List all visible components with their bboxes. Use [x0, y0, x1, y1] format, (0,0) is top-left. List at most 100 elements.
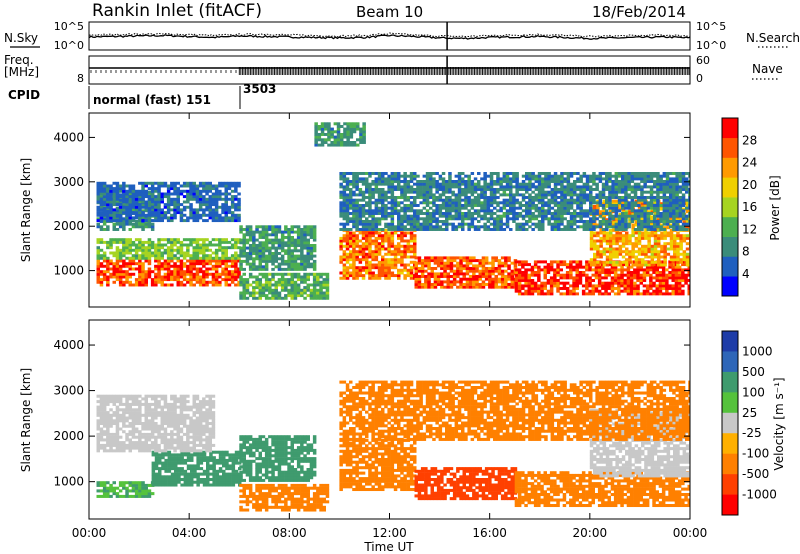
- power-cell: [530, 289, 535, 293]
- power-cell: [166, 184, 171, 188]
- power-cell: [612, 236, 616, 240]
- power-cell: [454, 228, 459, 231]
- power-cell: [448, 206, 452, 210]
- power-cell: [497, 285, 502, 289]
- power-cell: [674, 273, 679, 277]
- power-cell: [230, 213, 235, 217]
- power-cell: [377, 263, 382, 267]
- power-cell: [157, 278, 161, 282]
- power-cell: [118, 259, 123, 263]
- power-cell: [99, 225, 104, 229]
- power-cell: [141, 228, 145, 231]
- power-cell: [349, 234, 353, 238]
- power-cell: [125, 213, 129, 217]
- power-cell: [268, 241, 272, 245]
- power-cell: [510, 269, 514, 273]
- power-cell: [230, 189, 235, 193]
- power-cell: [173, 256, 177, 260]
- power-cell: [612, 260, 616, 264]
- power-cell: [118, 187, 123, 191]
- power-cell: [457, 204, 462, 207]
- power-cell: [387, 206, 391, 210]
- power-cell: [102, 222, 107, 226]
- power-cell: [493, 220, 497, 223]
- power-cell: [653, 252, 658, 256]
- power-cell: [208, 216, 212, 220]
- power-cell: [122, 222, 126, 226]
- power-cell: [170, 270, 174, 274]
- power-cell: [195, 270, 200, 274]
- power-cell: [106, 187, 110, 191]
- power-cell: [533, 287, 538, 290]
- power-cell: [665, 268, 669, 272]
- power-cell: [559, 260, 563, 264]
- power-cell: [629, 289, 634, 293]
- power-cell: [649, 281, 653, 285]
- power-cell: [438, 193, 443, 197]
- power-cell: [504, 285, 508, 289]
- power-cell: [422, 182, 427, 186]
- power-cell: [425, 188, 430, 191]
- power-cell: [494, 256, 498, 260]
- power-cell: [128, 228, 132, 231]
- power-cell: [345, 172, 350, 175]
- power-cell: [255, 225, 259, 229]
- power-cell: [224, 184, 228, 188]
- power-cell: [361, 252, 366, 256]
- power-cell: [435, 188, 439, 191]
- power-cell: [208, 256, 212, 260]
- power-cell: [179, 189, 184, 193]
- power-cell: [537, 260, 541, 264]
- power-cell: [198, 238, 203, 242]
- power-cell: [406, 174, 411, 178]
- power-cell: [245, 246, 250, 250]
- power-cell: [296, 272, 301, 276]
- power-cell: [131, 259, 136, 263]
- power-cell: [96, 195, 100, 199]
- power-cell: [293, 267, 298, 271]
- power-cell: [234, 267, 238, 271]
- power-cell: [403, 196, 407, 199]
- power-cell: [377, 177, 382, 181]
- power-cell: [489, 228, 494, 231]
- power-cell: [477, 204, 481, 207]
- power-cell: [480, 177, 484, 181]
- power-cell: [628, 239, 632, 243]
- power-cell: [491, 272, 495, 276]
- power-cell: [361, 247, 366, 251]
- power-cell: [618, 207, 623, 211]
- power-cell: [186, 184, 190, 188]
- power-cell: [189, 259, 193, 263]
- power-cell: [509, 212, 513, 215]
- power-cell: [486, 217, 491, 221]
- power-cell: [122, 243, 126, 247]
- power-cell: [457, 174, 462, 178]
- power-cell: [300, 249, 304, 253]
- power-cell: [182, 275, 187, 279]
- power-cell: [663, 247, 667, 251]
- power-cell: [484, 269, 489, 273]
- power-cell: [427, 272, 431, 276]
- power-cell: [524, 279, 528, 282]
- power-cell: [284, 259, 288, 263]
- power-cell: [230, 275, 235, 279]
- power-cell: [397, 217, 401, 221]
- power-cell: [147, 201, 152, 205]
- power-cell: [685, 260, 690, 264]
- power-cell: [441, 214, 446, 218]
- power-cell: [636, 292, 640, 296]
- power-cell: [138, 222, 142, 226]
- power-cell: [166, 248, 171, 252]
- power-cell: [144, 213, 148, 217]
- power-cell: [644, 234, 648, 238]
- power-cell: [613, 287, 618, 290]
- power-cell: [131, 197, 136, 201]
- power-cell: [248, 244, 253, 247]
- power-cell: [157, 181, 161, 185]
- power-cell: [609, 234, 613, 238]
- power-cell: [186, 195, 190, 199]
- power-cell: [134, 220, 139, 223]
- power-cell: [387, 222, 391, 226]
- power-cell: [179, 216, 184, 220]
- power-cell: [543, 268, 547, 272]
